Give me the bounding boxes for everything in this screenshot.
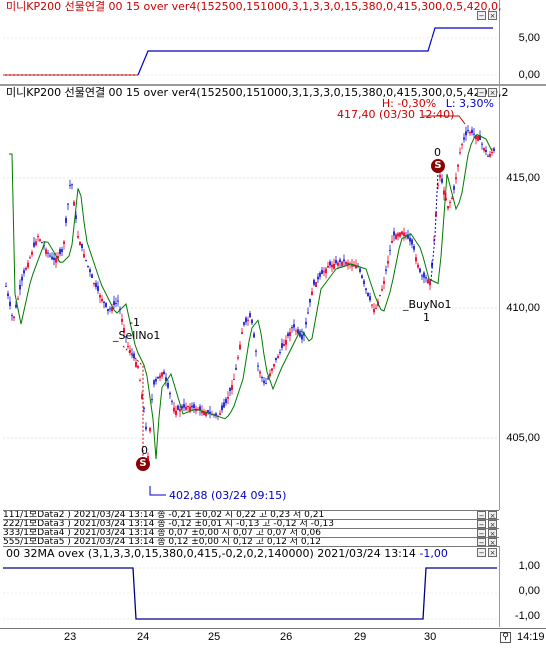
bottom-indicator-plot: 00 32MA ovex (3,1,3,3,0,15,380,0,415,-0,… [3,546,500,627]
top-y-tick-0: 0,00 [518,69,540,81]
top-close-button[interactable]: × [488,11,497,20]
sell-zero-label: 0 [141,444,148,457]
bottom-title-value: -1,00 [419,547,448,560]
bottom-y-tick-neg1: -1,00 [514,610,540,622]
row4-close-button[interactable]: × [488,538,497,547]
sell-marker-icon: S [136,457,150,471]
low-pct-text: L: 3,30% [445,97,494,110]
data-row: 333/1보Data4 ) 2021/03/24 13:14 종 0,07 ±0… [3,528,499,538]
top-minimize-button[interactable]: − [477,11,486,20]
main-y-tick-405: 405,00 [506,432,540,444]
main-close-button[interactable]: × [488,88,497,97]
price-plot: 미니KP200 선물연결 00 15 over ver4(152500,1510… [3,86,509,510]
low-annotation: 402,88 (03/24 09:15) [169,489,287,502]
top-y-tick-5: 5,00 [518,32,540,44]
top-pane-title: 미니KP200 선물연결 00 15 over ver4(152500,1510… [6,0,502,13]
pane-splitter-1[interactable] [0,84,546,86]
x-label-26: 26 [280,631,293,643]
buy-marker-icon: S [431,159,445,173]
sell-count-label: -1 [129,316,140,329]
row2-close-button[interactable]: × [488,520,497,529]
row4-minimize-button[interactable]: − [477,538,486,547]
top-indicator-line [3,27,499,76]
x-label-30: 30 [424,631,437,643]
row1-close-button[interactable]: × [488,511,497,520]
high-low-readout: H: -0,30% L: 3,30% [382,97,494,110]
row3-minimize-button[interactable]: − [477,529,486,538]
sell-signal-label: _SellNo1 [113,329,161,342]
row2-minimize-button[interactable]: − [477,520,486,529]
buy-signal-label: _BuyNo1 [403,298,452,311]
bottom-close-button[interactable]: × [488,548,497,557]
bottom-pane-title: 00 32MA ovex (3,1,3,3,0,15,380,0,415,-0,… [6,547,448,561]
x-label-24: 24 [137,631,150,643]
x-label-23: 23 [64,631,77,643]
data-row: 555/1보Data5 ) 2021/03/24 13:14 종 0,12 ±0… [3,537,499,547]
zoom-icon[interactable]: ⚲ [500,632,511,643]
bottom-indicator-line [3,567,499,620]
main-price-pane: 미니KP200 선물연결 00 15 over ver4(152500,1510… [0,86,546,510]
row3-close-button[interactable]: × [488,529,497,538]
data-row: 222/1보Data3 ) 2021/03/24 13:14 종 -0,12 ±… [3,519,499,529]
x-axis: 23 24 25 26 29 30 ⚲ 14:19 [0,628,546,648]
buy-zero-label: 0 [434,146,441,159]
x-label-25: 25 [208,631,221,643]
price-chart [3,115,499,496]
data-row: 111/1보Data2 ) 2021/03/24 13:14 종 -0,21 ±… [3,510,499,520]
top-indicator-pane: 미니KP200 선물연결 00 15 over ver4(152500,1510… [0,0,546,86]
bottom-indicator-pane: 00 32MA ovex (3,1,3,3,0,15,380,0,415,-0,… [0,546,546,628]
main-y-tick-410: 410,00 [506,302,540,314]
main-pane-title: 미니KP200 선물연결 00 15 over ver4(152500,1510… [6,86,509,99]
bottom-minimize-button[interactable]: − [477,548,486,557]
bottom-y-tick-0: 0,00 [518,585,540,597]
bottom-title-main: 00 32MA ovex (3,1,3,3,0,15,380,0,415,-0,… [6,547,416,560]
top-indicator-plot: 미니KP200 선물연결 00 15 over ver4(152500,1510… [3,0,502,84]
high-pct-text: H: -0,30% [381,97,437,110]
main-minimize-button[interactable]: − [477,88,486,97]
main-y-tick-415: 415,00 [506,172,540,184]
buy-count-label: 1 [423,311,430,324]
data-rows-panel: 111/1보Data2 ) 2021/03/24 13:14 종 -0,21 ±… [0,510,546,548]
x-label-29: 29 [354,631,367,643]
time-label: 14:19 [517,631,545,643]
bottom-y-tick-1: 1,00 [518,560,540,572]
high-annotation: 417,40 (03/30 12:40) [337,108,455,121]
row1-minimize-button[interactable]: − [477,511,486,520]
